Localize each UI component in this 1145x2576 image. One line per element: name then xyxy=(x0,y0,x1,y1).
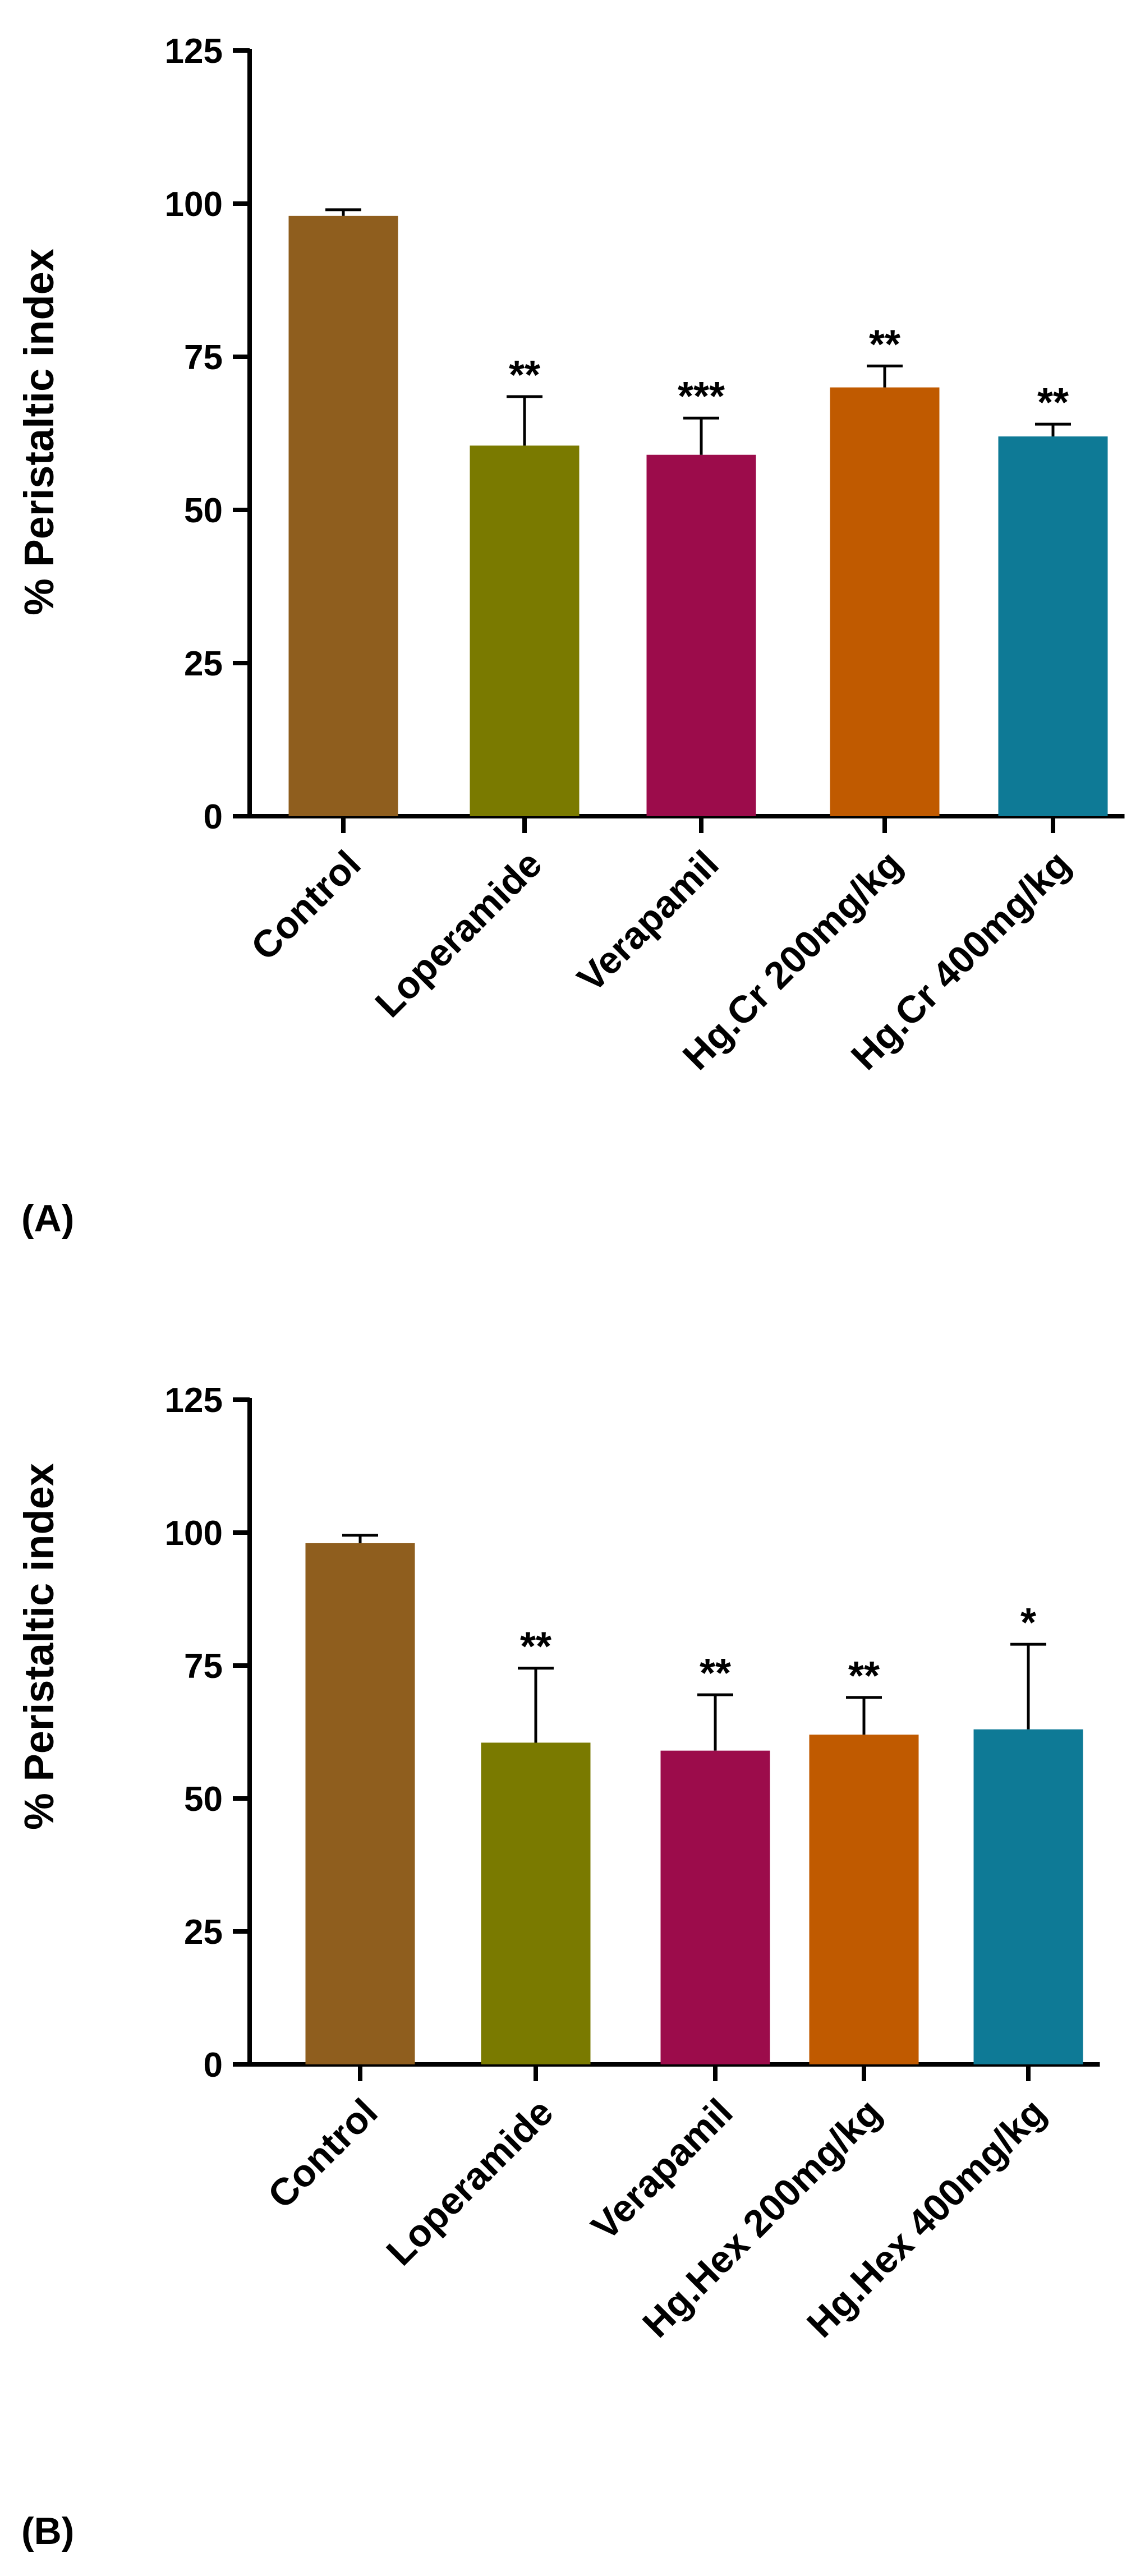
y-tick-label: 0 xyxy=(204,2046,223,2085)
y-tick-label: 50 xyxy=(184,1780,223,1819)
y-tick-label: 125 xyxy=(165,32,223,71)
panel-label: (A) xyxy=(21,1197,74,1240)
y-axis-title: % Peristaltic index xyxy=(16,1463,62,1830)
category-label: Control xyxy=(260,2091,386,2217)
bar xyxy=(646,454,756,816)
chart-panel-b: % Peristaltic index (B) 0 25 50 75 100 125 Con… xyxy=(16,1381,1100,2552)
significance-label: ** xyxy=(869,322,900,367)
significance-label: *** xyxy=(678,374,725,419)
category-label: Verapamil xyxy=(583,2091,741,2248)
significance-label: ** xyxy=(700,1651,731,1696)
significance-label: ** xyxy=(509,353,540,398)
significance-label: ** xyxy=(520,1625,551,1669)
y-tick-label: 125 xyxy=(165,1381,223,1420)
y-tick-label: 100 xyxy=(165,185,223,224)
chart-panel-a: % Peristaltic index (A) 0 25 50 75 100 125 Con… xyxy=(16,32,1125,1240)
bar xyxy=(481,1742,591,2064)
panel-label: (B) xyxy=(21,2510,74,2552)
bar xyxy=(470,445,580,816)
y-tick-label: 100 xyxy=(165,1514,223,1553)
bar xyxy=(973,1729,1083,2064)
significance-label: ** xyxy=(1037,380,1069,425)
y-tick-label: 0 xyxy=(204,798,223,836)
bar xyxy=(830,387,940,816)
y-tick-label: 25 xyxy=(184,645,223,683)
bar xyxy=(305,1543,415,2064)
significance-label: ** xyxy=(848,1654,880,1699)
significance-label: * xyxy=(1020,1600,1036,1645)
y-axis-title: % Peristaltic index xyxy=(16,249,62,615)
category-label: Loperamide xyxy=(378,2091,561,2274)
y-tick-label: 75 xyxy=(184,1647,223,1686)
category-label: Control xyxy=(243,843,369,969)
bar xyxy=(288,215,398,817)
y-tick-label: 75 xyxy=(184,338,223,377)
bar xyxy=(998,436,1108,816)
bar xyxy=(660,1750,770,2064)
y-tick-label: 50 xyxy=(184,491,223,530)
category-label: Verapamil xyxy=(569,843,727,1000)
category-label: Loperamide xyxy=(367,843,550,1025)
bar xyxy=(809,1735,919,2064)
y-tick-label: 25 xyxy=(184,1913,223,1952)
